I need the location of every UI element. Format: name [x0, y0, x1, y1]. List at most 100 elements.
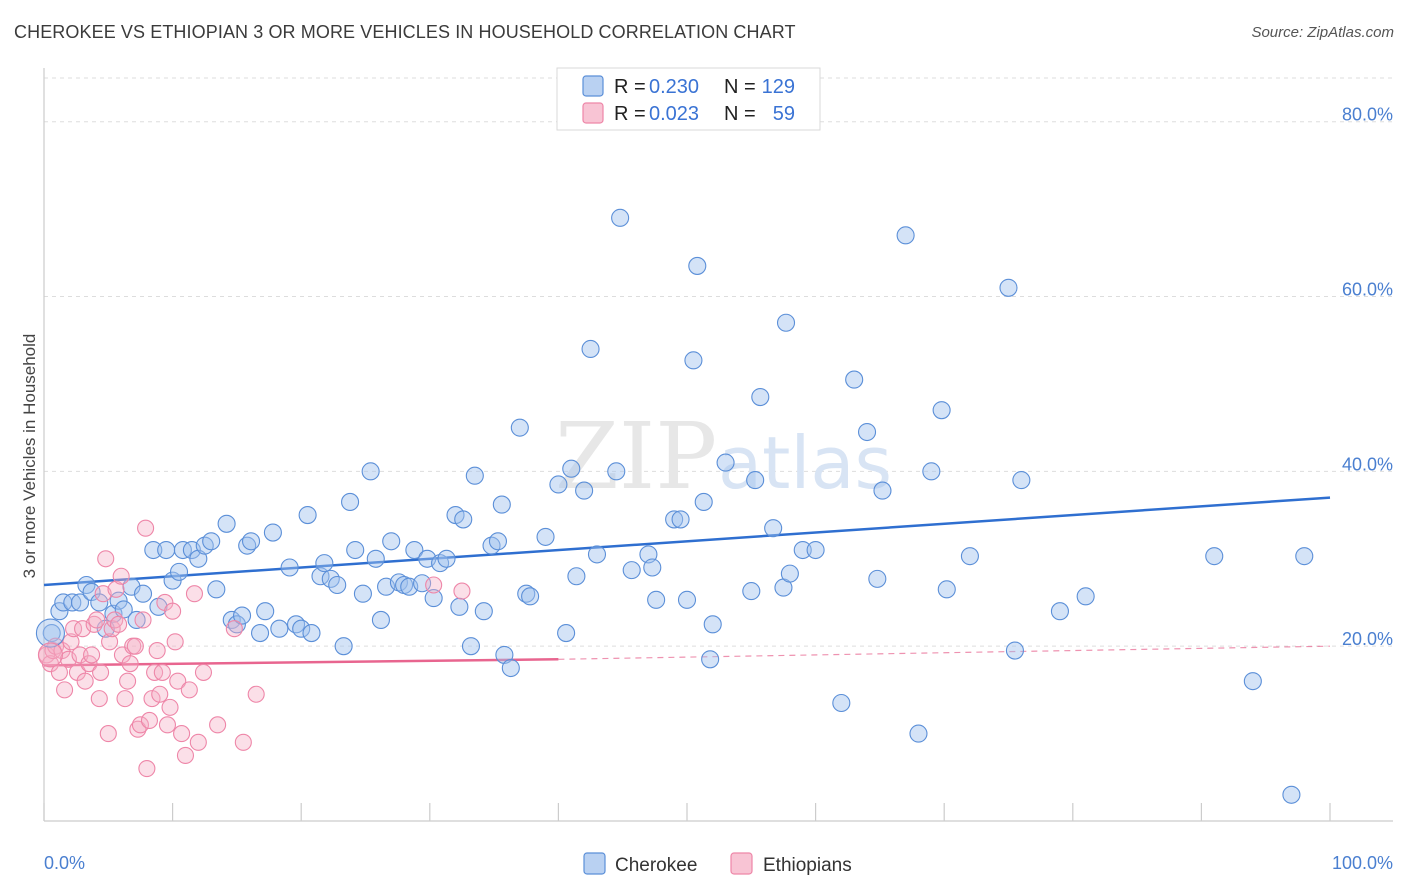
- cherokee-point: [424, 589, 443, 608]
- ethiopian-point: [50, 663, 68, 681]
- ethiopian-point: [121, 655, 139, 673]
- ethiopian-point: [94, 585, 112, 603]
- cherokee-point: [465, 466, 484, 485]
- ethiopian-point: [209, 716, 227, 734]
- ethiopian-point: [88, 611, 106, 629]
- cherokee-point: [42, 624, 61, 643]
- cherokee-point: [232, 606, 252, 625]
- cherokee-point: [90, 593, 109, 612]
- legend-r-value-ethiopians: 0.023: [649, 103, 699, 125]
- legend: R = 0.230 N = 129 R = 0.023 N = 59: [556, 67, 821, 131]
- cherokee-point: [109, 591, 128, 610]
- cherokee-point: [366, 549, 385, 568]
- ethiopian-point: [164, 602, 182, 620]
- cherokee-point: [694, 492, 713, 511]
- cherokee-point: [562, 459, 581, 478]
- cherokee-point: [922, 462, 941, 481]
- cherokee-point: [35, 618, 65, 648]
- cherokee-point: [510, 418, 529, 437]
- ethiopian-point: [194, 663, 213, 681]
- cherokee-point: [776, 313, 796, 332]
- cherokee-point: [587, 545, 607, 564]
- ethiopian-point: [189, 733, 207, 751]
- bottom-legend: Cherokee Ethiopians: [583, 852, 852, 876]
- cherokee-point: [932, 401, 951, 420]
- cherokee-point: [450, 597, 469, 616]
- ethiopian-point: [140, 711, 159, 730]
- cherokee-point: [389, 573, 408, 592]
- ethiopian-point: [161, 698, 179, 716]
- cherokee-point: [328, 575, 347, 595]
- ethiopian-point: [138, 760, 156, 778]
- cherokee-point: [742, 582, 761, 601]
- legend-r-value-cherokee: 0.230: [649, 76, 699, 98]
- bottom-legend-label-ethiopians: Ethiopians: [763, 855, 852, 876]
- cherokee-point: [896, 226, 915, 245]
- data-points: [35, 208, 1314, 804]
- ethiopian-point: [247, 685, 265, 703]
- cherokee-point: [96, 619, 115, 638]
- cherokee-point: [567, 567, 586, 586]
- cherokee-point: [371, 610, 390, 630]
- cherokee-point: [536, 527, 555, 546]
- cherokee-point: [684, 351, 703, 370]
- watermark-zip: ZIP: [555, 403, 717, 510]
- cherokee-point: [622, 561, 641, 580]
- cherokee-point: [292, 619, 311, 638]
- cherokee-point: [382, 532, 401, 551]
- cherokee-point: [169, 562, 189, 581]
- cherokee-point: [127, 610, 146, 630]
- cherokee-point: [793, 540, 812, 560]
- cherokee-point: [63, 593, 82, 612]
- cherokee-point: [492, 495, 511, 514]
- cherokee-point: [751, 388, 770, 407]
- ethiopian-point: [99, 725, 117, 743]
- cherokee-point: [217, 514, 236, 533]
- watermark: ZIP atlas: [555, 403, 892, 510]
- cherokee-point: [937, 580, 956, 599]
- cherokee-point: [157, 540, 176, 560]
- cherokee-point: [703, 615, 722, 634]
- ethiopian-point: [62, 633, 80, 651]
- cherokee-point: [298, 506, 317, 525]
- ethiopian-point: [180, 681, 198, 699]
- cherokee-point: [241, 532, 261, 551]
- cherokee-point: [764, 519, 783, 538]
- cherokee-point: [960, 547, 979, 566]
- cherokee-point: [549, 475, 568, 494]
- cherokee-point: [647, 590, 666, 609]
- cherokee-point: [806, 540, 825, 560]
- bottom-legend-label-cherokee: Cherokee: [615, 855, 697, 876]
- cherokee-point: [70, 593, 90, 612]
- cherokee-point: [315, 554, 334, 573]
- cherokee-point: [701, 650, 720, 669]
- legend-n-label-ethiopians: N =: [724, 103, 756, 125]
- cherokee-point: [716, 453, 735, 472]
- cherokee-point: [353, 584, 372, 603]
- cherokee-point: [868, 569, 887, 588]
- cherokee-point: [780, 564, 799, 583]
- x-tick-label-min: 0.0%: [44, 853, 85, 873]
- cherokee-point: [832, 693, 851, 713]
- y-axis-title: 3 or more Vehicles in Household: [20, 334, 39, 579]
- cherokee-point: [202, 532, 221, 551]
- cherokee-point: [746, 471, 765, 490]
- ethiopian-point: [126, 637, 144, 655]
- gridlines: 20.0% 40.0% 60.0% 80.0%: [44, 77, 1393, 649]
- cherokee-point: [280, 558, 299, 577]
- ethiopian-point: [169, 672, 187, 690]
- ethiopian-point: [65, 620, 83, 638]
- cherokee-point: [999, 278, 1018, 297]
- bottom-legend-swatch-ethiopians: [730, 852, 753, 875]
- y-tick-label: 60.0%: [1342, 280, 1393, 300]
- cherokee-point: [1295, 547, 1314, 566]
- ethiopian-point: [112, 567, 130, 585]
- cherokee-point: [665, 510, 684, 529]
- cherokee-point: [144, 540, 163, 560]
- ethiopian-point: [116, 690, 134, 708]
- cherokee-point: [643, 558, 662, 577]
- cherokee-point: [302, 624, 321, 643]
- ethiopian-trend-line-extension: [558, 645, 1331, 660]
- cherokee-point: [1005, 641, 1024, 660]
